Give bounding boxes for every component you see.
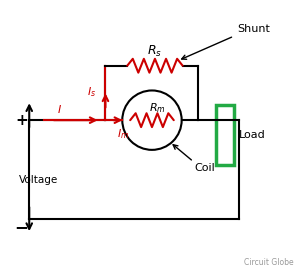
Text: $I_m$: $I_m$ <box>117 127 129 141</box>
Text: Coil: Coil <box>194 163 215 173</box>
Text: −: − <box>14 218 28 236</box>
Text: I: I <box>57 105 61 115</box>
Text: $R_m$: $R_m$ <box>148 101 165 115</box>
Text: Load: Load <box>239 130 266 140</box>
Text: Voltage: Voltage <box>19 174 58 185</box>
Text: +: + <box>15 113 28 128</box>
Text: Circuit Globe: Circuit Globe <box>244 258 293 267</box>
Text: $I_s$: $I_s$ <box>87 85 96 99</box>
Text: $R_s$: $R_s$ <box>147 44 163 60</box>
Text: Shunt: Shunt <box>237 24 270 34</box>
